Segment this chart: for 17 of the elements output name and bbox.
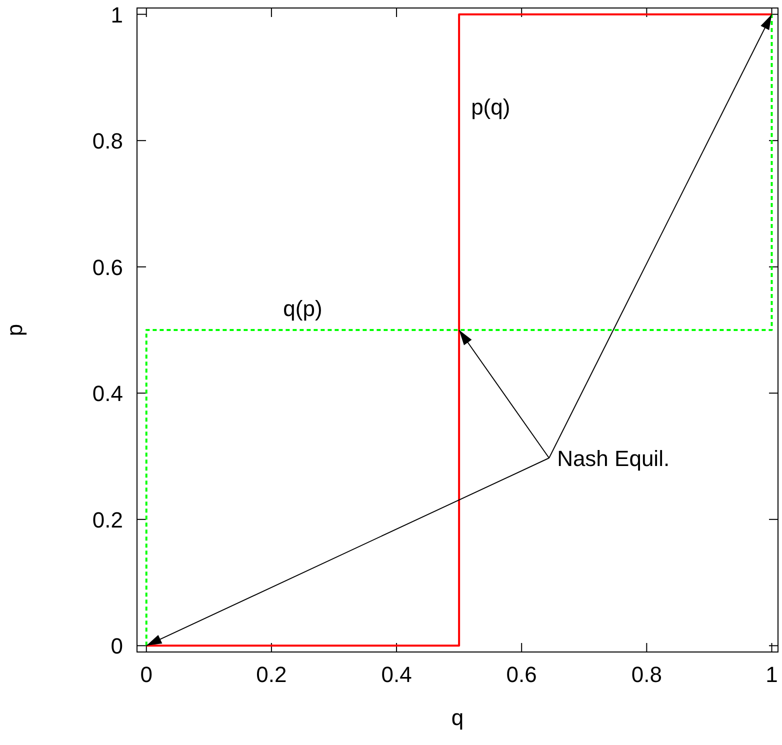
y-tick-label: 1 — [110, 2, 123, 28]
series-label: p(q) — [471, 94, 510, 120]
y-tick-label: 0.2 — [92, 507, 123, 532]
x-tick-label: 0.4 — [381, 662, 412, 687]
annotation: Nash Equil. — [557, 446, 670, 471]
x-tick-label: 0.8 — [631, 662, 662, 687]
series-label: q(p) — [283, 296, 322, 321]
x-tick-label: 0 — [140, 662, 153, 687]
x-tick-label: 0.2 — [256, 662, 287, 687]
y-tick-label: 0 — [110, 634, 123, 659]
y-tick-label: 0.8 — [92, 128, 123, 154]
y-tick-label: 0.6 — [92, 254, 123, 280]
y-axis-title: p — [2, 324, 27, 336]
y-tick-label: 0.4 — [92, 381, 123, 406]
x-tick-label: 1 — [766, 662, 778, 687]
x-tick-label: 0.6 — [506, 662, 537, 687]
x-axis-title: q — [451, 705, 464, 730]
